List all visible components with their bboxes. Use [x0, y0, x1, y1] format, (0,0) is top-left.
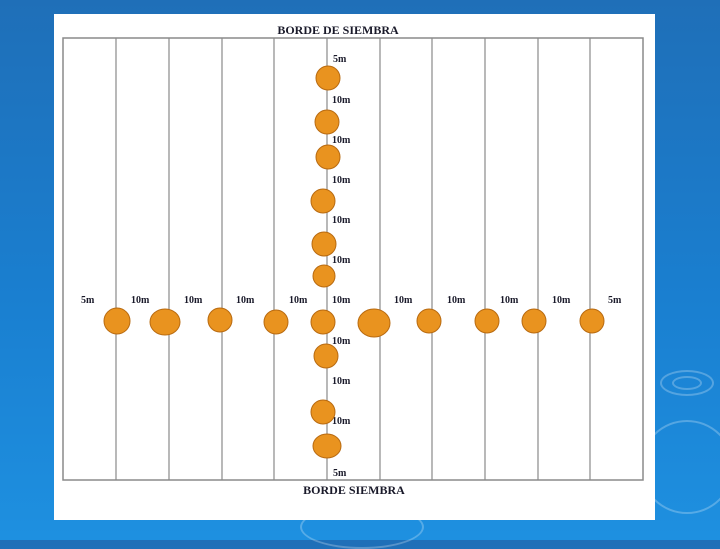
vertical-distance-labels: 5m 10m 10m 10m 10m 10m 10m 10m 10m 5m: [332, 54, 351, 479]
sample-plant: [312, 433, 342, 459]
vertical-distance-label: 10m: [332, 336, 351, 347]
vertical-distance-label: 10m: [332, 135, 351, 146]
sample-plant: [310, 309, 336, 335]
background-ripple: [660, 370, 714, 396]
sample-plant: [312, 264, 336, 288]
sample-plant: [313, 343, 339, 369]
sample-plant: [149, 308, 181, 336]
horizontal-distance-labels: 5m 10m 10m 10m 10m 10m 10m 10m 10m 10m 5…: [81, 295, 622, 306]
sample-plant: [310, 188, 336, 214]
vertical-distance-label: 10m: [332, 255, 351, 266]
top-border-title: BORDE DE SIEMBRA: [277, 23, 399, 37]
sample-plant: [103, 307, 131, 335]
vertical-distance-label: 10m: [332, 95, 351, 106]
horizontal-distance-label: 5m: [81, 295, 95, 306]
horizontal-distance-label: 10m: [552, 295, 571, 306]
sample-plant: [357, 308, 391, 338]
sampling-layout-diagram: BORDE DE SIEMBRA BORDE SIEMBRA 5m 10m 10…: [62, 23, 644, 497]
sampling-plants: [103, 65, 605, 459]
horizontal-distance-label: 10m: [131, 295, 150, 306]
vertical-distance-label: 10m: [332, 416, 351, 427]
field-border: [62, 37, 644, 481]
horizontal-distance-label: 10m: [184, 295, 203, 306]
horizontal-distance-label: 10m: [394, 295, 413, 306]
vertical-distance-label: 10m: [332, 376, 351, 387]
sample-plant: [314, 109, 340, 135]
horizontal-distance-label: 10m: [236, 295, 255, 306]
bottom-border-title: BORDE SIEMBRA: [303, 483, 405, 497]
vertical-distance-label: 10m: [332, 175, 351, 186]
sample-plant: [474, 308, 500, 334]
horizontal-distance-label: 10m: [289, 295, 308, 306]
sample-plant: [315, 144, 341, 170]
sample-plant: [207, 307, 233, 333]
crop-row-lines: [115, 38, 591, 480]
background-ripple: [672, 376, 702, 390]
horizontal-distance-label: 10m: [332, 295, 351, 306]
sample-plant: [416, 308, 442, 334]
vertical-distance-label: 5m: [333, 54, 347, 65]
slide-panel: BORDE DE SIEMBRA BORDE SIEMBRA 5m 10m 10…: [54, 14, 655, 520]
vertical-distance-label: 5m: [333, 468, 347, 479]
horizontal-distance-label: 10m: [447, 295, 466, 306]
sample-plant: [263, 309, 289, 335]
horizontal-distance-label: 10m: [500, 295, 519, 306]
sample-plant: [521, 308, 547, 334]
sample-plant: [315, 65, 341, 91]
sample-plant: [311, 231, 337, 257]
horizontal-distance-label: 5m: [608, 295, 622, 306]
sample-plant: [310, 399, 336, 425]
vertical-distance-label: 10m: [332, 215, 351, 226]
sample-plant: [579, 308, 605, 334]
